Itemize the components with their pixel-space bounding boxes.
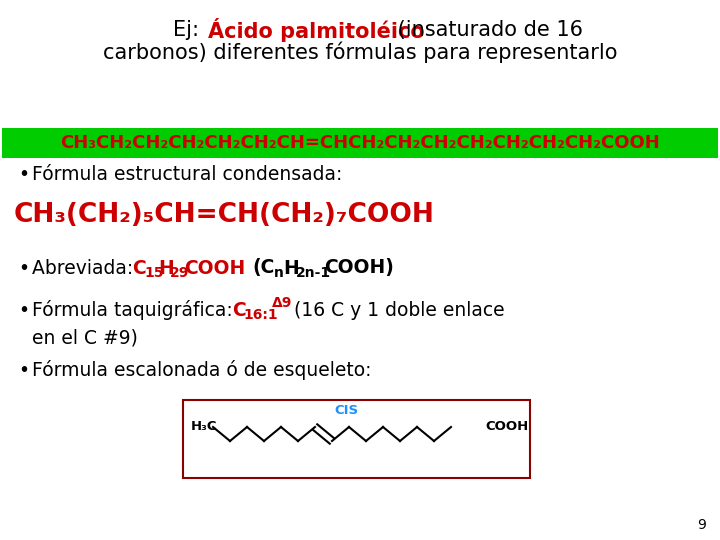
Text: en el C #9): en el C #9) xyxy=(32,328,138,348)
Text: Ácido palmitoléico: Ácido palmitoléico xyxy=(208,18,425,42)
Text: COOH): COOH) xyxy=(324,259,394,278)
Text: H₃C: H₃C xyxy=(191,421,217,434)
Text: (16 C y 1 doble enlace: (16 C y 1 doble enlace xyxy=(288,300,505,320)
Text: 15: 15 xyxy=(144,266,163,280)
Text: Fórmula escalonada ó de esqueleto:: Fórmula escalonada ó de esqueleto: xyxy=(32,360,372,380)
Bar xyxy=(183,400,530,478)
Bar xyxy=(2,128,718,158)
Text: Fórmula taquigráfica:: Fórmula taquigráfica: xyxy=(32,300,239,320)
Text: CIS: CIS xyxy=(334,403,359,416)
Text: (insaturado de 16: (insaturado de 16 xyxy=(391,20,583,40)
Text: 9: 9 xyxy=(697,518,706,532)
Text: •: • xyxy=(18,165,29,185)
Text: C: C xyxy=(132,259,145,278)
Text: •: • xyxy=(18,259,29,278)
Text: •: • xyxy=(18,300,29,320)
Text: (C: (C xyxy=(252,259,274,278)
Text: H: H xyxy=(283,259,299,278)
Text: Δ9: Δ9 xyxy=(272,296,292,310)
Text: •: • xyxy=(18,361,29,380)
Text: Abreviada:: Abreviada: xyxy=(32,259,139,278)
Text: COOH: COOH xyxy=(485,421,528,434)
Text: Ej:: Ej: xyxy=(173,20,206,40)
Text: CH₃CH₂CH₂CH₂CH₂CH₂CH=CHCH₂CH₂CH₂CH₂CH₂CH₂CH₂COOH: CH₃CH₂CH₂CH₂CH₂CH₂CH=CHCH₂CH₂CH₂CH₂CH₂CH… xyxy=(60,134,660,152)
Text: 2n-1: 2n-1 xyxy=(296,266,331,280)
Text: carbonos) diferentes fórmulas para representarlo: carbonos) diferentes fórmulas para repre… xyxy=(103,41,617,63)
Text: Fórmula estructural condensada:: Fórmula estructural condensada: xyxy=(32,165,343,185)
Text: H: H xyxy=(158,259,174,278)
Text: C: C xyxy=(232,300,246,320)
Text: 29: 29 xyxy=(170,266,189,280)
Text: n: n xyxy=(274,266,284,280)
Text: 16:1: 16:1 xyxy=(243,308,278,322)
Text: CH₃(CH₂)₅CH=CH(CH₂)₇COOH: CH₃(CH₂)₅CH=CH(CH₂)₇COOH xyxy=(14,202,435,228)
Text: COOH: COOH xyxy=(184,259,246,278)
